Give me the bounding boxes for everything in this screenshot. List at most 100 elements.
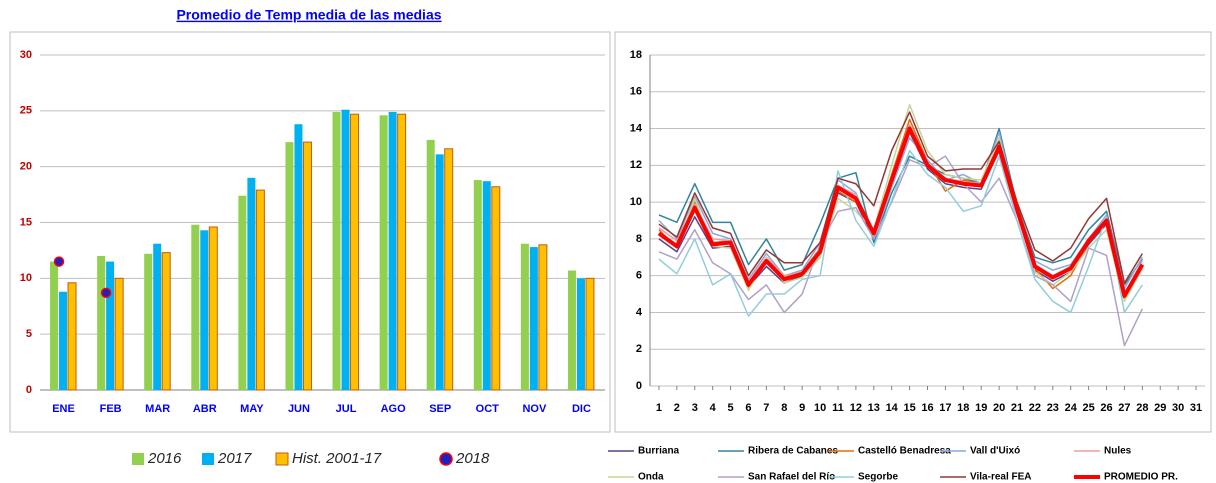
x-tick-label: JUN (288, 403, 310, 415)
x-tick-label: SEP (429, 403, 451, 415)
bar (302, 141, 312, 391)
y-tick-label: 4 (636, 306, 643, 318)
y-tick-label: 6 (636, 270, 642, 282)
legend-label: Castelló Benadresa (858, 446, 951, 457)
legend-label: Vall d'Uixó (970, 446, 1020, 457)
x-tick-label: 1 (656, 402, 662, 414)
legend-swatch (132, 453, 144, 465)
bar (444, 148, 454, 391)
y-tick-label: 12 (630, 159, 642, 171)
bar (350, 113, 360, 391)
bar (161, 252, 171, 391)
legend-swatch (439, 452, 453, 466)
y-tick-label: 16 (630, 86, 642, 98)
x-tick-label: AGO (381, 403, 407, 415)
y-tick-label: 2 (636, 343, 642, 355)
legend-label: San Rafael del Río (748, 472, 835, 483)
x-tick-label: 15 (903, 402, 915, 414)
x-tick-label: 7 (763, 402, 769, 414)
bar (200, 230, 209, 390)
x-tick-label: 25 (1083, 402, 1095, 414)
bar (435, 154, 444, 390)
x-tick-label: 30 (1172, 402, 1184, 414)
x-tick-label: 9 (799, 402, 805, 414)
y-tick-label: 30 (20, 49, 32, 61)
x-tick-label: 12 (850, 402, 862, 414)
y-tick-label: 18 (630, 49, 642, 61)
right-panel (614, 31, 1212, 433)
bar (341, 109, 350, 390)
bar (208, 226, 218, 391)
bar (473, 180, 482, 390)
bar (491, 186, 501, 391)
x-tick-label: 6 (745, 402, 751, 414)
bar (379, 115, 388, 391)
line (658, 103, 1143, 303)
bar (59, 291, 68, 390)
bar (567, 270, 576, 390)
y-tick-label: 15 (20, 216, 32, 228)
legend-label: Nules (1104, 446, 1132, 457)
y-tick-label: 10 (630, 196, 642, 208)
bar (482, 181, 491, 390)
bar (529, 247, 538, 390)
y-tick-label: 10 (20, 272, 32, 284)
legend-label: PROMEDIO PR. (1104, 472, 1178, 483)
x-tick-label: 2 (674, 402, 680, 414)
x-tick-label: MAR (145, 403, 170, 415)
x-tick-label: 8 (781, 402, 787, 414)
y-tick-label: 8 (636, 233, 642, 245)
bar (153, 243, 162, 390)
y-tick-label: 14 (630, 122, 643, 134)
x-tick-label: 28 (1136, 402, 1148, 414)
chart-title: Promedio de Temp media de las medias (176, 7, 441, 23)
x-tick-label: 31 (1190, 402, 1202, 414)
bar (332, 111, 341, 390)
line (658, 149, 1143, 317)
x-tick-label: 13 (868, 402, 880, 414)
x-tick-label: 27 (1118, 402, 1130, 414)
x-tick-label: 3 (692, 402, 698, 414)
x-tick-label: ABR (193, 403, 217, 415)
legend-label: Onda (638, 472, 664, 483)
y-tick-label: 25 (20, 105, 32, 117)
x-tick-label: 4 (710, 402, 717, 414)
legend-label: 2018 (455, 450, 490, 467)
bar (97, 256, 106, 390)
bar (247, 177, 256, 390)
legend-label: 2017 (217, 450, 252, 467)
bar (67, 282, 77, 391)
y-tick-label: 0 (26, 384, 32, 396)
x-tick-label: 16 (921, 402, 933, 414)
legend-label: Burriana (638, 446, 680, 457)
x-tick-label: 11 (832, 402, 844, 414)
x-tick-label: 19 (975, 402, 987, 414)
x-tick-label: 21 (1011, 402, 1023, 414)
x-tick-label: 18 (957, 402, 969, 414)
bar (50, 261, 59, 390)
bar (285, 142, 294, 390)
x-tick-label: ENE (52, 403, 75, 415)
left-panel (9, 31, 611, 433)
y-tick-label: 0 (636, 380, 642, 392)
x-tick-label: DIC (572, 403, 591, 415)
legend-swatch (202, 453, 214, 465)
line (658, 111, 1143, 284)
bar (397, 113, 407, 391)
legend-label: Ribera de Cabanes (748, 446, 838, 457)
bar (238, 195, 247, 390)
legend-label: 2016 (147, 450, 182, 467)
bar (538, 244, 548, 391)
x-tick-label: JUL (336, 403, 357, 415)
bar (106, 261, 115, 390)
legend-label: Hist. 2001-17 (292, 450, 382, 467)
bar (191, 224, 200, 390)
line (657, 126, 1145, 298)
x-tick-label: 10 (814, 402, 826, 414)
line (658, 155, 1144, 347)
x-tick-label: 22 (1029, 402, 1041, 414)
y-tick-label: 20 (20, 161, 32, 173)
bar (388, 111, 397, 390)
